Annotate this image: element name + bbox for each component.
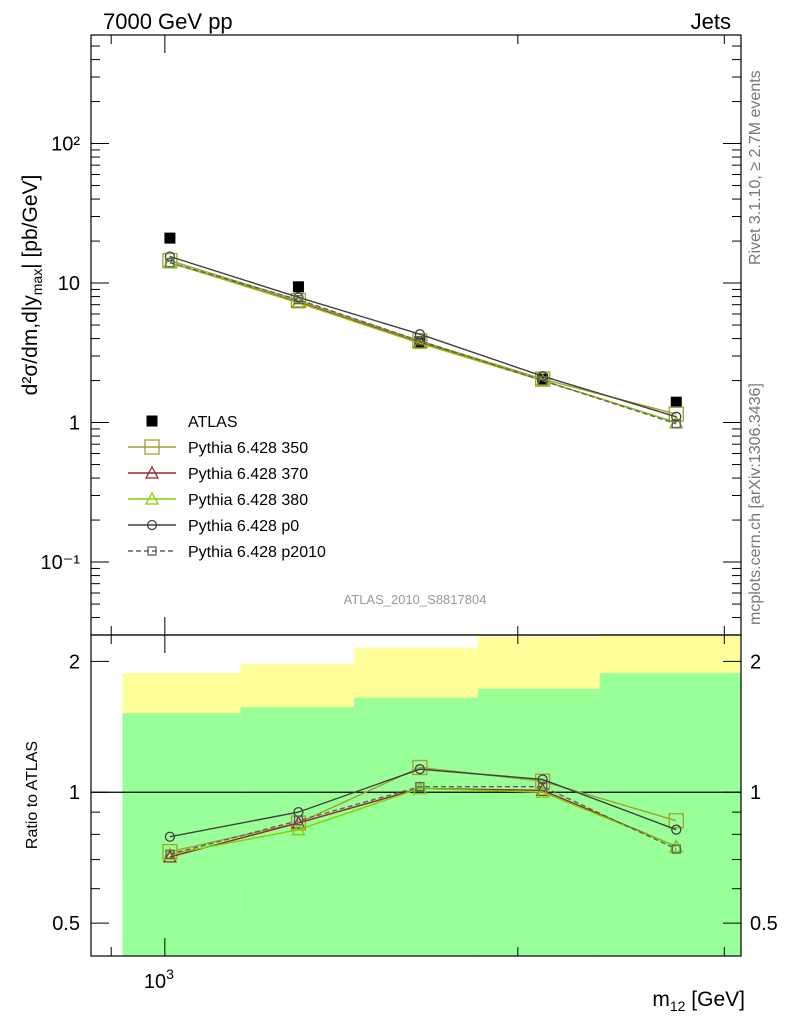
data-point	[670, 396, 682, 408]
ratio-y-tick-label-left: 0.5	[52, 913, 80, 935]
data-point	[671, 419, 681, 429]
green-band-bin	[478, 688, 600, 956]
analysis-id-label: ATLAS_2010_S8817804	[344, 592, 487, 607]
legend-label: Pythia 6.428 p0	[188, 518, 299, 535]
data-point	[293, 816, 304, 826]
data-point	[535, 773, 551, 789]
green-band-bin	[599, 673, 741, 956]
data-point	[291, 295, 306, 309]
data-point	[671, 844, 681, 854]
legend-entry: ATLAS	[146, 414, 238, 431]
ratio-series-group	[162, 759, 684, 863]
series-line	[169, 261, 677, 425]
data-point	[414, 336, 426, 348]
legend-label: Pythia 6.428 350	[188, 440, 308, 457]
data-point	[162, 849, 178, 863]
data-point	[415, 782, 425, 792]
data-point	[293, 295, 304, 305]
data-point	[144, 465, 160, 479]
data-point	[412, 759, 428, 776]
data-point	[146, 519, 158, 531]
series-atlas	[164, 232, 682, 408]
data-point	[164, 251, 176, 262]
series-line	[169, 787, 677, 855]
header-process-label: Jets	[691, 9, 731, 34]
series-line	[169, 262, 677, 424]
data-point	[164, 232, 176, 244]
legend-entry: Pythia 6.428 p0	[128, 518, 299, 535]
data-point	[414, 764, 426, 775]
green-band-bin	[354, 697, 479, 956]
mcplots-reference-label: mcplots.cern.ch [arXiv:1306.3436]	[747, 383, 764, 625]
data-point	[671, 411, 682, 422]
legend-entry: Pythia 6.428 p2010	[128, 544, 326, 561]
ratio-series-pythia-6-428-380	[162, 781, 684, 860]
x-axis-label: m12 [GeV]	[652, 988, 745, 1014]
series-pythia-6-428-380	[162, 255, 684, 429]
main-series-group	[162, 232, 684, 429]
main-y-axis-label: d²σ/dm,d|ymax| [pb/GeV]	[19, 175, 45, 396]
data-point	[164, 831, 176, 842]
series-pythia-6-428-p2010	[165, 258, 681, 429]
legend-label: Pythia 6.428 p2010	[188, 544, 326, 561]
data-point	[538, 782, 548, 792]
legend-entry: Pythia 6.428 370	[128, 465, 308, 483]
legend-entry: Pythia 6.428 350	[128, 439, 308, 457]
y-tick-label: 1	[69, 413, 80, 435]
data-point	[669, 839, 684, 853]
data-point	[412, 335, 427, 349]
data-point	[535, 782, 550, 797]
series-line	[169, 255, 677, 418]
data-point	[147, 546, 157, 556]
series-line	[169, 768, 677, 838]
y-tick-label: 10⁻¹	[41, 552, 81, 574]
x-tick-label: 103	[144, 966, 174, 993]
main-axis-ticks: 10⁻¹ 1 10 10²	[41, 34, 741, 636]
series-line	[169, 785, 677, 855]
ratio-y-tick-label-right: 2	[750, 651, 761, 673]
ratio-series-pythia-6-428-p2010	[165, 782, 681, 859]
y-tick-label: 10²	[51, 134, 80, 156]
legend-label: Pythia 6.428 380	[188, 492, 308, 509]
data-point	[146, 415, 158, 427]
data-point	[538, 375, 548, 386]
data-point	[414, 329, 426, 340]
ratio-y-tick-label-left: 2	[69, 651, 80, 673]
ratio-series-pythia-6-428-p0	[164, 764, 682, 842]
data-point	[671, 824, 682, 835]
data-point	[415, 336, 425, 346]
legend-entry: Pythia 6.428 380	[128, 491, 308, 509]
data-point	[162, 255, 178, 269]
data-point	[291, 815, 306, 829]
ratio-y-tick-label-left: 1	[69, 782, 80, 804]
data-point	[291, 822, 306, 836]
data-point	[668, 813, 684, 829]
header-energy-label: 7000 GeV pp	[103, 9, 233, 34]
y-tick-label: 10	[58, 273, 80, 295]
legend-label: ATLAS	[188, 414, 238, 431]
ratio-y-tick-label-right: 0.5	[750, 913, 778, 935]
legend-label: Pythia 6.428 370	[188, 466, 308, 483]
data-point	[292, 281, 304, 293]
data-point	[165, 258, 175, 268]
ratio-y-axis-label: Ratio to ATLAS	[24, 741, 41, 849]
data-point	[144, 491, 160, 505]
data-point	[535, 784, 550, 798]
data-point	[165, 849, 175, 859]
ratio-plot-frame	[90, 634, 742, 957]
legend: ATLAS Pythia 6.428 350 Pythia 6.428 370 Pyt…	[128, 414, 326, 561]
data-point	[412, 781, 427, 795]
data-point	[537, 774, 548, 785]
ratio-y-tick-label-right: 1	[750, 782, 761, 804]
data-point	[144, 439, 160, 455]
ratio-uncertainty-bands	[122, 635, 741, 956]
rivet-version-label: Rivet 3.1.10, ≥ 2.7M events	[747, 70, 764, 265]
